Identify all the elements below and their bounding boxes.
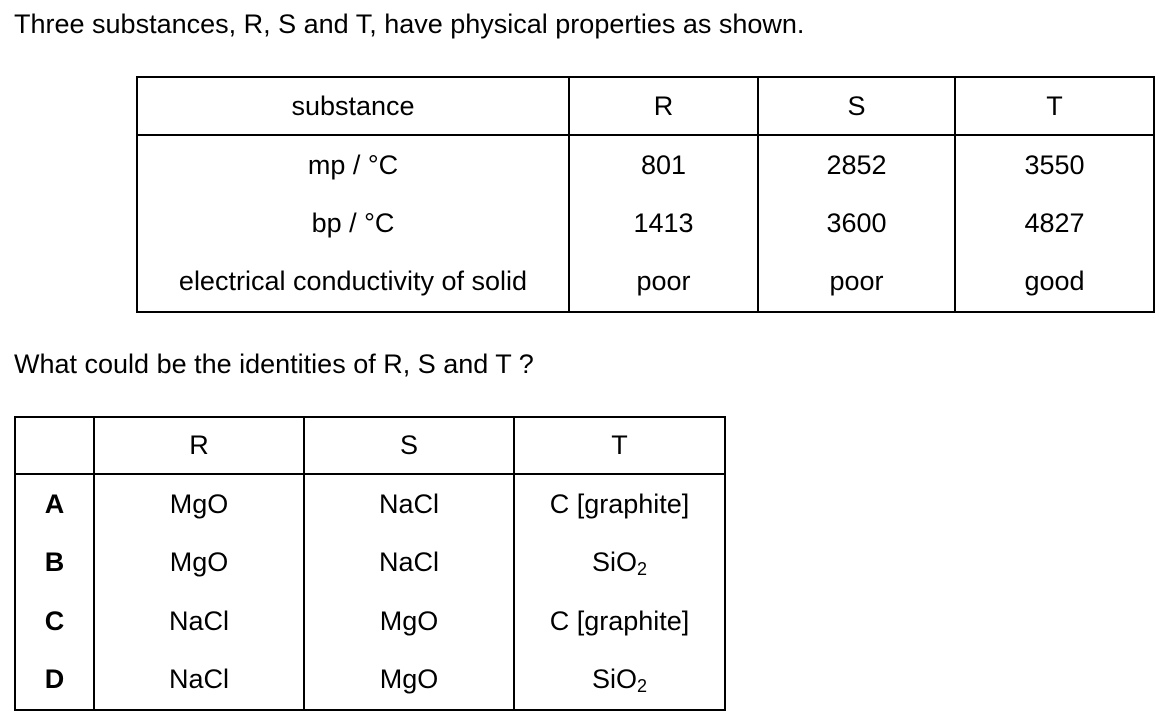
property-value-s: 3600 bbox=[757, 194, 955, 253]
property-value-t: good bbox=[954, 252, 1154, 312]
formula-subscript: 2 bbox=[637, 559, 648, 580]
property-value-r: 801 bbox=[568, 135, 758, 195]
answer-t: SiO2 bbox=[513, 650, 725, 710]
question-text: What could be the identities of R, S and… bbox=[14, 349, 534, 379]
property-label: mp / °C bbox=[307, 149, 399, 180]
answer-r: NaCl bbox=[93, 650, 304, 710]
formula-text: NaCl bbox=[168, 664, 229, 695]
properties-header-row: substance R S T bbox=[137, 77, 1154, 136]
option-letter[interactable]: D bbox=[44, 664, 65, 695]
header-t: T bbox=[513, 417, 725, 475]
answer-s: NaCl bbox=[303, 474, 514, 534]
properties-table: substance R S T mp / °C 801 2852 3550 bp… bbox=[136, 76, 1155, 313]
answer-r: NaCl bbox=[93, 592, 304, 651]
answers-header-row: R S T bbox=[15, 417, 725, 475]
formula-main: SiO bbox=[591, 664, 637, 695]
property-row-mp: mp / °C 801 2852 3550 bbox=[137, 135, 1154, 195]
header-s: S bbox=[303, 417, 514, 475]
option-letter[interactable]: B bbox=[44, 547, 65, 578]
property-row-conductivity: electrical conductivity of solid poor po… bbox=[137, 252, 1154, 312]
option-letter[interactable]: A bbox=[44, 488, 65, 519]
answer-row-d[interactable]: D NaCl MgO SiO2 bbox=[15, 650, 725, 710]
header-substance: substance bbox=[137, 77, 569, 136]
answer-s: NaCl bbox=[303, 533, 514, 592]
answer-s: MgO bbox=[303, 650, 514, 710]
formula-text: NaCl bbox=[378, 488, 439, 519]
property-value-r: poor bbox=[568, 252, 758, 312]
property-row-bp: bp / °C 1413 3600 4827 bbox=[137, 194, 1154, 253]
answer-r: MgO bbox=[93, 533, 304, 592]
option-letter[interactable]: C bbox=[44, 605, 65, 636]
answer-row-b[interactable]: B MgO NaCl SiO2 bbox=[15, 533, 725, 592]
answer-t: C [graphite] bbox=[513, 474, 725, 534]
answer-t: C [graphite] bbox=[513, 592, 725, 651]
property-value-t: 3550 bbox=[954, 135, 1154, 195]
property-label: electrical conductivity of solid bbox=[178, 266, 528, 297]
intro-text: Three substances, R, S and T, have physi… bbox=[14, 9, 805, 39]
answer-row-a[interactable]: A MgO NaCl C [graphite] bbox=[15, 474, 725, 534]
header-t: T bbox=[954, 77, 1154, 136]
answer-t: SiO2 bbox=[513, 533, 725, 592]
property-label: bp / °C bbox=[311, 207, 395, 238]
answer-row-c[interactable]: C NaCl MgO C [graphite] bbox=[15, 592, 725, 651]
header-s: S bbox=[757, 77, 955, 136]
answer-s: MgO bbox=[303, 592, 514, 651]
formula-subscript: 2 bbox=[637, 676, 648, 697]
formula-text: NaCl bbox=[168, 605, 229, 636]
property-value-s: 2852 bbox=[757, 135, 955, 195]
formula-main: SiO bbox=[591, 547, 637, 578]
property-value-t: 4827 bbox=[954, 194, 1154, 253]
answer-r: MgO bbox=[93, 474, 304, 534]
property-value-r: 1413 bbox=[568, 194, 758, 253]
header-option bbox=[15, 417, 94, 475]
property-value-s: poor bbox=[757, 252, 955, 312]
header-r: R bbox=[93, 417, 304, 475]
answers-table: R S T A MgO NaCl C [graphite] B MgO NaCl… bbox=[14, 416, 726, 711]
formula-text: NaCl bbox=[378, 547, 439, 578]
header-r: R bbox=[568, 77, 758, 136]
